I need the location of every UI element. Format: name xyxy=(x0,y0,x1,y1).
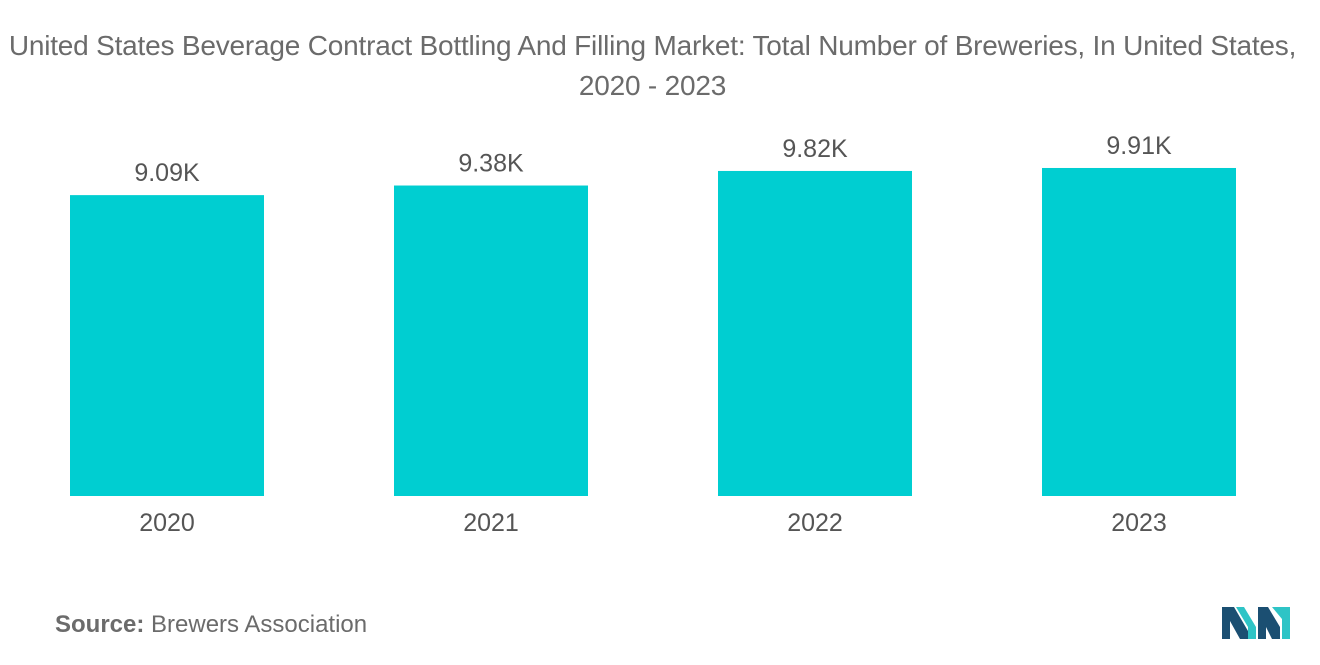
x-axis-tick-labels: 2020 2021 2022 2023 xyxy=(139,509,1167,537)
bar-2021 xyxy=(394,185,588,496)
x-tick-label-2021: 2021 xyxy=(463,509,519,537)
mordor-intelligence-logo-icon xyxy=(1222,607,1290,639)
data-label-2021: 9.38K xyxy=(458,150,524,178)
data-label-2020: 9.09K xyxy=(134,159,200,187)
data-label-2022: 9.82K xyxy=(782,135,848,163)
source-text: Brewers Association xyxy=(151,611,368,638)
source-label: Source: xyxy=(55,611,145,638)
data-labels-group: 9.09K 9.38K 9.82K 9.91K xyxy=(134,132,1172,187)
chart-title: United States Beverage Contract Bottling… xyxy=(8,30,1297,101)
bar-2022 xyxy=(718,170,912,496)
x-tick-label-2020: 2020 xyxy=(139,509,195,537)
bar-2023 xyxy=(1042,167,1236,496)
x-tick-label-2023: 2023 xyxy=(1111,509,1167,537)
bar-2020 xyxy=(70,195,264,496)
x-tick-label-2022: 2022 xyxy=(787,509,843,537)
bars-group xyxy=(70,167,1236,496)
source-note: Source: Brewers Association xyxy=(55,611,367,639)
data-label-2023: 9.91K xyxy=(1106,132,1172,160)
